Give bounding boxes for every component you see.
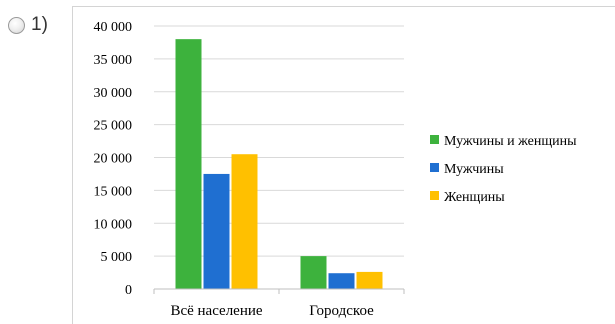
legend-label: Мужчины и женщины (444, 134, 577, 149)
legend-label: Женщины (444, 190, 505, 205)
bar (231, 154, 258, 289)
radio-button[interactable] (8, 16, 25, 34)
bar (175, 39, 202, 290)
y-tick-label: 10 000 (94, 217, 133, 232)
bar (300, 256, 327, 289)
bar (203, 173, 230, 289)
x-category-label: Городское (309, 303, 374, 319)
y-tick-label: 40 000 (94, 20, 133, 35)
x-category-label: Всё население (170, 303, 262, 319)
y-tick-label: 0 (125, 283, 132, 298)
y-tick-label: 5 000 (101, 250, 133, 265)
legend-label: Мужчины (444, 162, 504, 177)
legend-swatch (430, 163, 439, 172)
legend-swatch (430, 191, 439, 200)
axes (153, 288, 405, 294)
y-axis-ticks: 0 5 000 10 000 15 000 20 000 25 000 30 000 35 0… (94, 20, 133, 298)
legend-swatch (430, 135, 439, 144)
x-axis-categories: Всё население Городское (170, 303, 374, 319)
y-tick-label: 30 000 (94, 86, 133, 101)
y-tick-label: 25 000 (94, 119, 133, 134)
legend: Мужчины и женщины Мужчины Женщины (430, 134, 577, 205)
y-tick-label: 15 000 (94, 184, 133, 199)
bar (356, 271, 383, 289)
bar (328, 273, 355, 289)
option-number: 1) (31, 14, 48, 35)
answer-option-1[interactable]: 1) (8, 14, 48, 36)
y-tick-label: 20 000 (94, 152, 133, 167)
bars (175, 39, 383, 290)
y-tick-label: 35 000 (94, 53, 133, 68)
